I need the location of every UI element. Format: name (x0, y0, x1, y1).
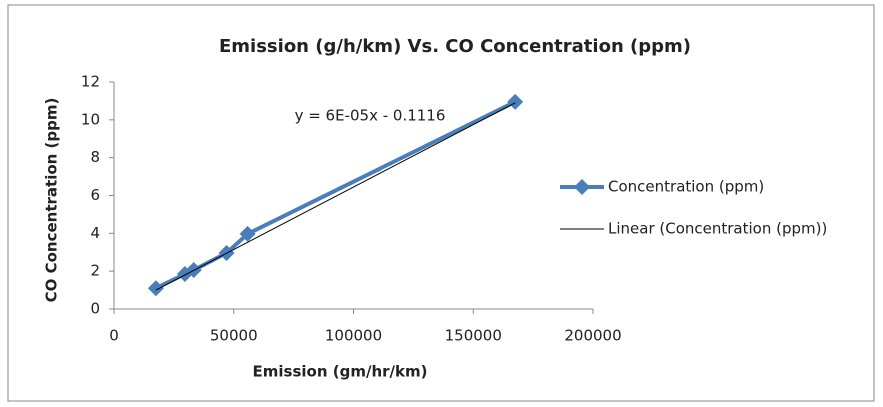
x-tick-label: 0 (109, 327, 119, 345)
data-point (507, 93, 524, 110)
x-axis-label: Emission (gm/hr/km) (253, 363, 428, 381)
y-tick-label: 10 (81, 110, 100, 128)
y-tick-label: 6 (90, 186, 100, 204)
y-tick-label: 4 (90, 224, 100, 242)
chart-title: Emission (g/h/km) Vs. CO Concentration (… (219, 36, 691, 57)
legend-label: Linear (Concentration (ppm)) (608, 220, 827, 238)
series-line (155, 102, 516, 291)
x-tick-label: 200000 (564, 327, 621, 345)
legend-marker (574, 179, 590, 195)
y-tick-label: 2 (90, 262, 100, 280)
x-tick-label: 100000 (325, 327, 382, 345)
x-tick-label: 50000 (210, 327, 258, 345)
y-tick-label: 8 (90, 148, 100, 166)
chart-frame (7, 4, 875, 402)
x-tick-label: 150000 (445, 327, 502, 345)
data-point (147, 280, 164, 297)
trendline-equation: y = 6E-05x - 0.1116 (295, 107, 446, 125)
y-tick-label: 12 (81, 73, 100, 91)
y-axis-label: CO Concentration (ppm) (43, 98, 61, 303)
data-point (239, 225, 256, 242)
y-tick-label: 0 (90, 300, 100, 318)
legend-label: Concentration (ppm) (608, 178, 764, 196)
